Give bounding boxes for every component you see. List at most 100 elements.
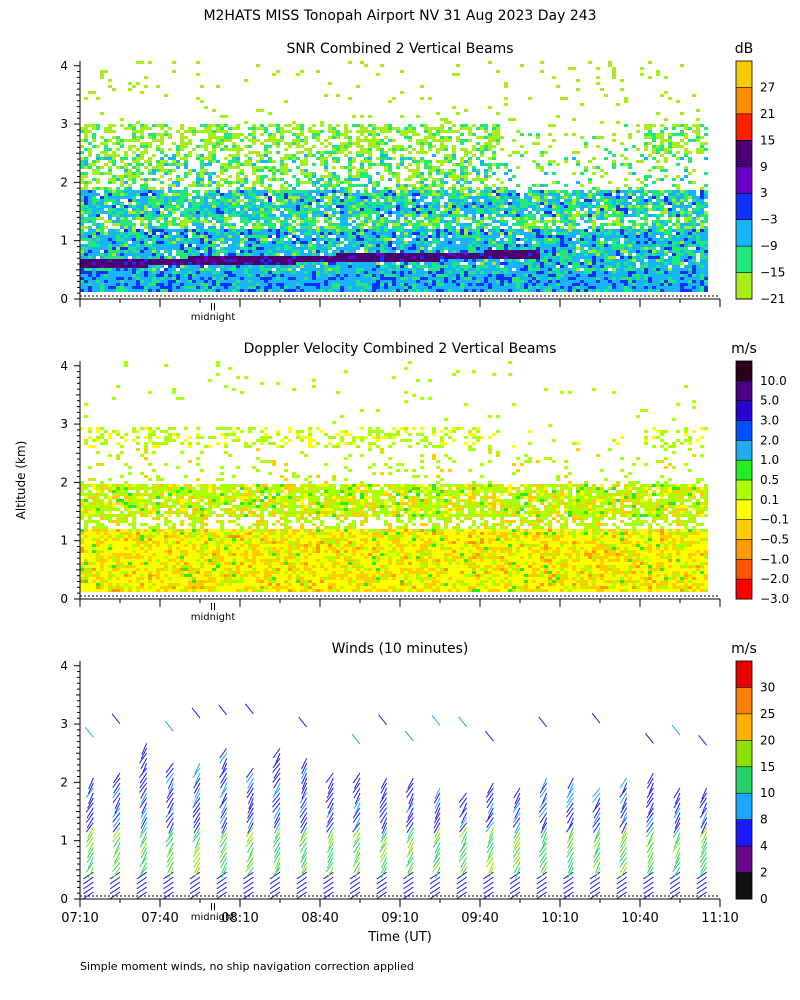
snr-cell [164,280,168,283]
snr-cell [452,145,456,148]
snr-cell [240,217,244,220]
snr-cell [272,160,276,163]
snr-cell [384,223,388,226]
snr-cell [304,232,308,235]
snr-cell [168,229,172,232]
snr-cell [344,268,348,271]
snr-cell [296,253,300,256]
snr-cell [136,241,140,244]
snr-cell [180,274,184,277]
snr-cell [104,277,108,280]
snr-cell [384,256,388,259]
snr-cell [444,211,448,214]
snr-cell [472,289,476,292]
snr-cell [264,145,268,148]
snr-cell [172,157,176,160]
snr-cell [116,196,120,199]
snr-cell [324,208,328,211]
snr-cell [408,220,412,223]
snr-cell [396,217,400,220]
snr-cell [544,247,548,250]
snr-cell [396,208,400,211]
snr-cell [284,157,288,160]
snr-cell [344,247,348,250]
snr-cell [388,127,392,130]
snr-cell [388,199,392,202]
snr-cell [104,274,108,277]
snr-cell [184,259,188,262]
snr-cell [224,166,228,169]
snr-cell [84,181,88,184]
snr-cell [348,175,352,178]
snr-cell [384,199,388,202]
snr-cell [184,265,188,268]
snr-cell [224,268,228,271]
snr-cell [420,184,424,187]
snr-cell [356,241,360,244]
snr-cell [200,283,204,286]
snr-cell [132,229,136,232]
snr-cell [132,247,136,250]
snr-cell [428,259,432,262]
snr-cell [280,232,284,235]
snr-cell [108,217,112,220]
snr-cell [332,226,336,229]
snr-cell [468,238,472,241]
snr-cell [120,232,124,235]
snr-cell [188,214,192,217]
snr-cell [268,124,272,127]
snr-cell [452,193,456,196]
snr-cell [164,154,168,157]
snr-cell [92,196,96,199]
snr-cell [476,208,480,211]
snr-cell [96,229,100,232]
snr-cell [496,178,500,181]
snr-cell [196,259,200,262]
snr-cell [480,229,484,232]
snr-cell [168,208,172,211]
snr-cell [324,184,328,187]
snr-cell [136,265,140,268]
snr-cell [132,133,136,136]
snr-cell [216,205,220,208]
snr-cell [264,127,268,130]
snr-cell [364,202,368,205]
snr-cell [540,208,544,211]
snr-cell [144,127,148,130]
snr-cell [504,232,508,235]
snr-cell [148,262,152,265]
snr-cell [472,271,476,274]
snr-cell [360,193,364,196]
snr-cell [112,163,116,166]
snr-cell [440,136,444,139]
snr-cell [264,247,268,250]
snr-cell [208,229,212,232]
snr-cell [100,244,104,247]
snr-cell [452,289,456,292]
snr-cell [532,283,536,286]
snr-cell [296,271,300,274]
snr-cell [516,268,520,271]
snr-cell [228,166,232,169]
snr-cell [188,154,192,157]
snr-cell [288,283,292,286]
snr-cell [228,154,232,157]
snr-cell [112,244,116,247]
snr-cell [348,214,352,217]
snr-cell [308,226,312,229]
snr-cell [432,247,436,250]
snr-cell [456,175,460,178]
snr-cell [424,160,428,163]
snr-cell [88,247,92,250]
snr-cell [288,265,292,268]
snr-cell [168,196,172,199]
snr-cell [440,127,444,130]
snr-cell [536,280,540,283]
snr-cell [148,172,152,175]
snr-cell [472,247,476,250]
snr-cell [424,211,428,214]
snr-cell [420,283,424,286]
snr-cell [504,190,508,193]
snr-cell [192,196,196,199]
snr-cell [108,169,112,172]
